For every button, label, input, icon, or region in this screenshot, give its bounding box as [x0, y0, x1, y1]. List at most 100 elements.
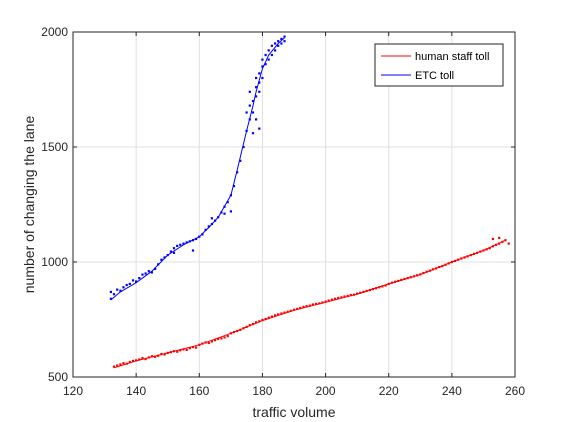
data-point [141, 273, 144, 276]
data-point [150, 271, 153, 274]
data-point [264, 63, 267, 66]
x-axis-label: traffic volume [253, 404, 336, 420]
series-human-staff-toll [112, 236, 510, 369]
data-point [457, 258, 460, 261]
data-point [498, 242, 501, 245]
data-point [210, 217, 213, 220]
data-point [381, 285, 384, 288]
data-point [482, 249, 485, 252]
data-point [352, 293, 356, 296]
data-point [311, 303, 314, 306]
data-point [431, 268, 434, 271]
data-point [157, 354, 160, 357]
data-point [447, 262, 450, 265]
data-point [248, 324, 251, 327]
data-point [255, 321, 258, 324]
data-point [264, 53, 267, 57]
data-point [128, 282, 131, 285]
data-point [147, 356, 150, 359]
data-point [428, 269, 431, 272]
data-point [258, 320, 261, 323]
data-point [267, 316, 270, 319]
data-point [220, 337, 223, 340]
data-point [119, 289, 122, 292]
data-point [315, 302, 318, 305]
data-point [488, 247, 491, 250]
data-point [131, 279, 135, 282]
data-point [371, 288, 374, 291]
data-point [495, 243, 498, 246]
data-point [498, 236, 501, 239]
data-point [163, 353, 166, 356]
data-point [207, 341, 210, 345]
data-point [191, 239, 195, 242]
data-point [182, 348, 185, 351]
legend-label-human-staff-toll: human staff toll [415, 51, 489, 63]
data-point [412, 275, 416, 278]
data-point [270, 44, 273, 47]
data-point [270, 315, 273, 318]
data-point [479, 250, 482, 253]
data-point [324, 300, 327, 303]
data-point [267, 49, 270, 52]
data-point [251, 111, 255, 114]
legend-box [374, 43, 504, 87]
data-point [201, 233, 204, 236]
data-point [239, 159, 242, 162]
x-tick-label: 140 [126, 384, 146, 398]
data-point [337, 296, 340, 299]
series-etc-toll [109, 35, 286, 301]
data-point [277, 313, 280, 316]
data-point [441, 265, 444, 268]
plot-background [73, 32, 515, 377]
data-point [384, 284, 387, 287]
data-point [466, 255, 469, 258]
data-point [368, 289, 371, 292]
data-point [327, 299, 330, 302]
data-point [147, 270, 150, 273]
data-point [280, 37, 283, 40]
x-tick-label: 240 [442, 384, 462, 398]
data-point [172, 247, 176, 250]
data-point [229, 210, 232, 213]
data-point [217, 337, 220, 341]
data-point [220, 211, 223, 214]
x-tick-label: 160 [189, 384, 209, 398]
x-tick-label: 180 [252, 384, 272, 398]
data-point [185, 241, 188, 244]
data-point [283, 40, 286, 43]
data-point [245, 129, 248, 132]
data-point [333, 297, 337, 300]
data-point [141, 357, 144, 360]
series-layer [109, 35, 510, 369]
legend: human staff toll ETC toll [374, 43, 504, 87]
data-point [232, 331, 236, 334]
data-point [305, 305, 308, 308]
data-point [198, 235, 201, 238]
data-point [166, 351, 169, 354]
data-point [179, 349, 182, 352]
data-point [343, 295, 346, 298]
data-point [274, 49, 277, 52]
data-point [226, 201, 229, 204]
data-point [422, 271, 425, 275]
data-point [435, 267, 438, 270]
data-point [340, 296, 343, 299]
data-point [296, 307, 299, 310]
data-point [109, 290, 112, 293]
data-point [425, 270, 428, 273]
data-point [255, 95, 258, 98]
data-point [387, 282, 390, 285]
data-point [125, 283, 128, 287]
y-tick-label: 1000 [41, 255, 68, 269]
data-point [179, 243, 182, 246]
data-point [223, 205, 226, 208]
data-point [258, 127, 261, 130]
data-point [261, 58, 264, 61]
y-tick-label: 2000 [41, 25, 68, 39]
grid [73, 32, 515, 377]
x-tick-label: 220 [379, 384, 399, 398]
data-point [356, 292, 359, 295]
data-point [406, 277, 409, 280]
data-point [119, 363, 122, 366]
